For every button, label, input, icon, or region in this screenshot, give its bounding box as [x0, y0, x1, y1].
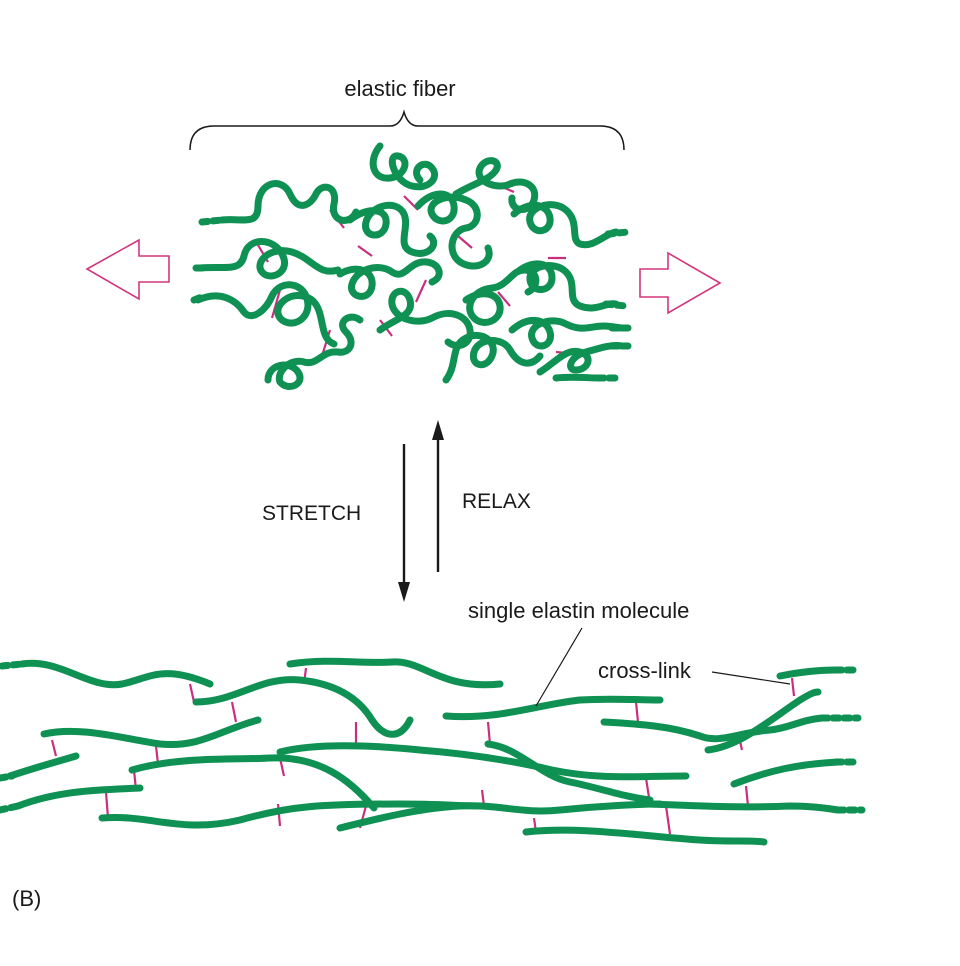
coiled-elastin-molecule	[508, 317, 626, 350]
stretched-elastin-molecule	[442, 695, 664, 721]
cross-link	[744, 785, 750, 807]
coiled-elastin-molecule	[516, 260, 620, 312]
fiber-dash	[190, 292, 208, 304]
elastic-fiber-label: elastic fiber	[344, 76, 455, 101]
stretched-elastin-molecule	[18, 659, 214, 689]
cross-link	[270, 289, 282, 319]
coil-continuation-dashes	[190, 216, 632, 382]
stretched-elastin-molecule	[522, 826, 768, 846]
coiled-elastin-molecule	[536, 342, 626, 376]
cross-link	[497, 291, 511, 307]
stretched-elastin-molecule	[14, 784, 144, 810]
stretched-elastin-molecule	[128, 754, 378, 812]
cross-link	[50, 739, 58, 757]
fiber-dash	[602, 300, 630, 310]
cross-link	[664, 805, 672, 835]
elastic-fiber-brace	[189, 109, 625, 151]
right-pull-arrow	[639, 251, 722, 315]
coiled-elastin-molecule	[346, 201, 438, 257]
coiled-elastin-molecule	[552, 373, 604, 382]
stretched-elastin-molecule	[776, 666, 840, 680]
cross-link-leader	[711, 671, 791, 685]
cross-link	[104, 791, 110, 819]
coiled-elastin-molecule	[218, 180, 360, 224]
cross-link	[457, 235, 473, 249]
coiled-elastin-molecule	[442, 331, 544, 384]
relax-arrow-head	[432, 420, 444, 440]
fiber-dash	[0, 660, 26, 670]
cross-link	[188, 683, 196, 703]
coiled-elastin-molecule	[194, 281, 338, 348]
stretched-continuation-dashes	[0, 660, 866, 814]
fiber-dash	[0, 772, 16, 782]
fiber-dash	[0, 802, 22, 814]
cross-link	[790, 677, 796, 697]
coiled-elastin-molecule	[510, 201, 620, 249]
fiber-dash	[604, 228, 632, 238]
relax-label: RELAX	[462, 490, 531, 513]
stretch-label: STRETCH	[262, 502, 361, 525]
stretch-arrow-head	[398, 582, 410, 602]
cross-link	[230, 701, 238, 723]
cross-link-label: cross-link	[598, 658, 692, 683]
stretched-elastin-molecule	[40, 716, 262, 749]
coiled-elastin-molecule	[414, 190, 493, 270]
cross-link	[486, 721, 492, 745]
panel-label: (B)	[12, 886, 41, 911]
stretched-elastin-molecule	[6, 752, 80, 780]
stretched-elastin-molecule	[286, 657, 504, 689]
cross-link	[357, 245, 373, 257]
single-molecule-leader	[535, 627, 583, 707]
stretched-molecules	[6, 657, 842, 846]
coiled-elastin-molecule	[462, 266, 540, 326]
coiled-elastin-molecule	[264, 313, 364, 390]
stretched-elastin-molecule	[276, 742, 690, 781]
stretched-elastin-molecule	[336, 800, 664, 832]
stretched-elastin-molecule	[600, 714, 826, 743]
left-pull-arrow	[85, 238, 170, 301]
single-elastin-molecule-label: single elastin molecule	[468, 598, 689, 623]
coiled-molecules	[194, 142, 626, 390]
coiled-elastin-molecule	[376, 287, 474, 349]
coiled-elastin-molecule	[369, 142, 438, 191]
coiled-elastin-molecule	[196, 238, 342, 280]
stretched-elastin-molecule	[730, 758, 842, 788]
stretched-elastin-molecule	[646, 800, 842, 814]
stretched-elastin-molecule	[484, 740, 654, 804]
coiled-elastin-molecule	[336, 258, 443, 300]
stretched-elastin-molecule	[704, 688, 822, 754]
cross-link	[634, 701, 640, 723]
cross-link	[414, 279, 428, 303]
stretched-elastin-molecule	[192, 676, 414, 738]
fiber-dash	[198, 216, 226, 226]
